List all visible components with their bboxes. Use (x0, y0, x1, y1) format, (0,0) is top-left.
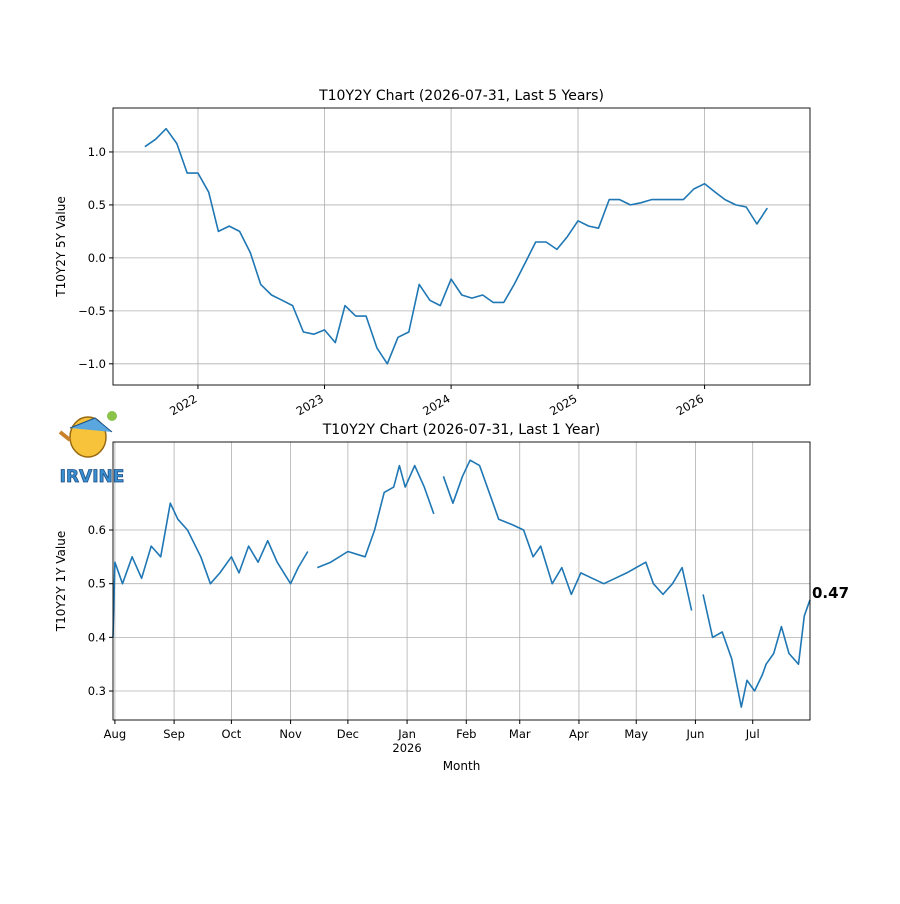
y-axis-label: T10Y2Y 5Y Value (54, 196, 68, 297)
y-tick-label: 1.0 (88, 145, 106, 159)
x-tick-label: Aug (104, 727, 126, 741)
x-tick-label: Apr (569, 727, 589, 741)
x-tick-label: 2025 (547, 391, 579, 418)
data-line (112, 459, 811, 708)
x-tick-label: Jun (685, 727, 704, 741)
x-tick-label: Dec (337, 727, 359, 741)
plot-frame (112, 107, 811, 386)
x-tick-label: 2024 (420, 391, 452, 418)
chart-title: T10Y2Y Chart (2026-07-31, Last 5 Years) (318, 88, 604, 104)
x-tick-label: 2023 (294, 391, 326, 418)
y-axis-label: T10Y2Y 1Y Value (54, 531, 68, 632)
y-tick-label: −1.0 (78, 357, 106, 371)
axes: 2022 2023 2024 2025 2026 −1.0 −0.5 0.0 0.5 1.0 T10… (54, 88, 811, 418)
x-tick-label: 2022 (167, 391, 199, 418)
x-tick-label: 2026 (674, 391, 706, 418)
x-tick-label: Oct (221, 727, 241, 741)
last-value-label: 0.47 (812, 584, 849, 602)
x-tick-label: Feb (456, 727, 476, 741)
x-tick-label: Nov (279, 727, 302, 741)
x-tick-label: May (624, 727, 648, 741)
x-tick-label: Sep (163, 727, 185, 741)
chart-title: T10Y2Y Chart (2026-07-31, Last 1 Year) (322, 422, 601, 438)
y-tick-label: 0.5 (88, 577, 106, 591)
x-axis-label: Month (443, 759, 481, 773)
y-tick-label: −0.5 (78, 304, 106, 318)
x-year-label: 2026 (392, 741, 421, 755)
x-tick-label: Mar (509, 727, 531, 741)
axes: Aug Sep Oct Nov Dec Jan Feb Mar Apr May Jun Jul 0.3 0… (54, 422, 849, 773)
y-tick-label: 0.3 (88, 684, 106, 698)
x-tick-label: Jan (397, 727, 416, 741)
logo: IRVINE (58, 411, 125, 487)
data-line (144, 127, 768, 365)
x-tick-label: Jul (745, 727, 760, 741)
logo-text: IRVINE (60, 467, 125, 487)
y-tick-label: 0.0 (88, 251, 106, 265)
y-tick-label: 0.4 (88, 630, 106, 644)
y-tick-label: 0.5 (88, 198, 106, 212)
y-tick-label: 0.6 (88, 523, 106, 537)
plot-frame (112, 441, 811, 721)
